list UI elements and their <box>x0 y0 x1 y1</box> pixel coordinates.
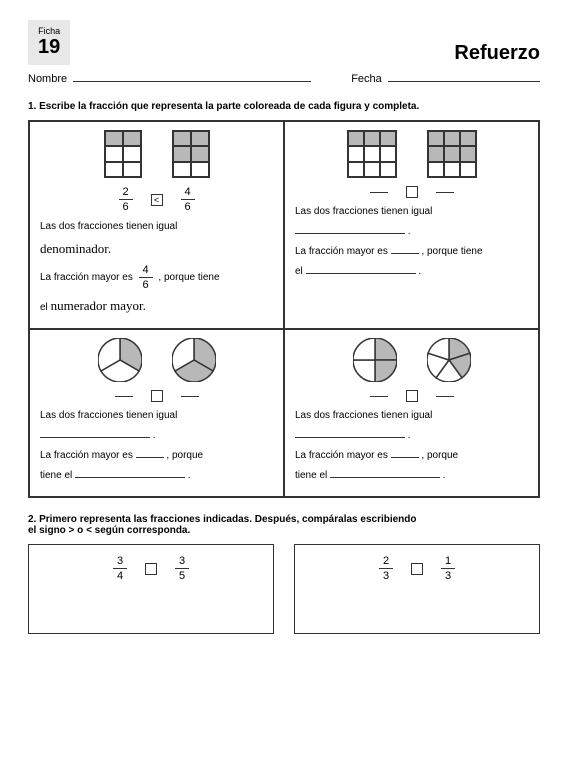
cell-top-right: Las dos fracciones tienen igual . La fra… <box>284 121 539 329</box>
compare-box[interactable]: < <box>151 194 163 206</box>
blank[interactable] <box>330 477 440 478</box>
question-2: 2. Primero representa las fracciones ind… <box>28 514 540 536</box>
blank[interactable] <box>136 457 164 458</box>
q2-boxes: 34 35 23 13 <box>28 544 540 634</box>
fecha-input[interactable] <box>388 81 540 82</box>
blank[interactable] <box>181 396 199 397</box>
compare-box[interactable] <box>406 390 418 402</box>
compare-box[interactable] <box>145 563 157 575</box>
blank[interactable] <box>370 192 388 193</box>
blank[interactable] <box>436 192 454 193</box>
circle-fraction <box>353 338 397 382</box>
circle-fraction <box>427 338 471 382</box>
nombre-input[interactable] <box>73 81 311 82</box>
ficha-label: Ficha <box>38 26 60 36</box>
ficha-number: 19 <box>38 36 60 59</box>
cell-bottom-left: Las dos fracciones tienen igual . La fra… <box>29 329 284 497</box>
blank[interactable] <box>391 457 419 458</box>
fecha-label: Fecha <box>351 73 382 85</box>
text: Las dos fracciones tienen igual <box>295 204 528 219</box>
rectangle-grid <box>104 130 142 178</box>
circle-fraction <box>98 338 142 382</box>
blank[interactable] <box>295 233 405 234</box>
blank[interactable] <box>391 253 419 254</box>
q2-box-right: 23 13 <box>294 544 540 634</box>
page-title: Refuerzo <box>454 42 540 65</box>
blank[interactable] <box>436 396 454 397</box>
header: Ficha 19 Refuerzo <box>28 20 540 65</box>
cell-bottom-right: Las dos fracciones tienen igual . La fra… <box>284 329 539 497</box>
blank[interactable] <box>370 396 388 397</box>
blank[interactable] <box>306 273 416 274</box>
rectangle-grid <box>172 130 210 178</box>
blank[interactable] <box>295 437 405 438</box>
answer-script: denominador. <box>40 239 273 259</box>
text: el numerador mayor. <box>40 296 273 316</box>
q2-box-left: 34 35 <box>28 544 274 634</box>
rectangle-grid <box>427 130 477 178</box>
blank[interactable] <box>40 437 150 438</box>
compare-box[interactable] <box>151 390 163 402</box>
blank[interactable] <box>115 396 133 397</box>
text: Las dos fracciones tienen igual <box>295 408 528 423</box>
fraction: 46 <box>181 186 195 213</box>
rectangle-grid <box>347 130 397 178</box>
name-date-row: Nombre Fecha <box>28 73 540 85</box>
question-1: 1. Escribe la fracción que representa la… <box>28 101 540 112</box>
cell-top-left: 26 < 46 Las dos fracciones tienen igual … <box>29 121 284 329</box>
blank[interactable] <box>75 477 185 478</box>
text: Las dos fracciones tienen igual <box>40 408 273 423</box>
fraction: 26 <box>119 186 133 213</box>
ficha-box: Ficha 19 <box>28 20 70 65</box>
text: Las dos fracciones tienen igual <box>40 219 273 234</box>
exercise-grid: 26 < 46 Las dos fracciones tienen igual … <box>28 120 540 498</box>
compare-box[interactable] <box>411 563 423 575</box>
nombre-label: Nombre <box>28 73 67 85</box>
text: La fracción mayor es 46 , porque tiene <box>40 264 273 291</box>
worksheet-page: Ficha 19 Refuerzo Nombre Fecha 1. Escrib… <box>0 0 568 758</box>
compare-box[interactable] <box>406 186 418 198</box>
circle-fraction <box>172 338 216 382</box>
